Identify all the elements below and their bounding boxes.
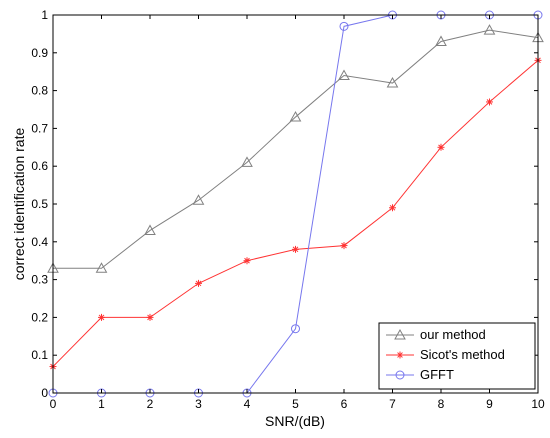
y-tick-label: 0.7 <box>31 121 48 135</box>
y-tick-label: 0.3 <box>31 273 48 287</box>
y-axis-label: correct identification rate <box>11 128 27 281</box>
legend-entry: GFFT <box>386 367 454 382</box>
data-point <box>291 324 300 334</box>
legend-box <box>378 322 536 390</box>
x-tick-label: 9 <box>486 397 493 411</box>
data-point <box>146 313 154 321</box>
y-tick-label: 0.1 <box>31 348 48 362</box>
data-point <box>241 156 253 167</box>
data-point <box>292 245 299 253</box>
legend-marker <box>394 328 406 340</box>
legend-label: GFFT <box>420 367 454 382</box>
x-tick-label: 0 <box>50 397 57 411</box>
legend-entry: Sicot's method <box>386 347 505 362</box>
series-1 <box>49 56 542 371</box>
data-point <box>98 313 105 321</box>
tick-labels: 0 1 2 3 4 5 6 7 8 9 10 0 0.1 0.2 0.3 0.4 0.5 0.6 0.7 0.8 0.9… <box>31 8 545 411</box>
x-tick-label: 8 <box>438 397 445 411</box>
y-tick-label: 0.5 <box>31 197 48 211</box>
data-point <box>389 204 396 212</box>
data-point <box>95 262 108 273</box>
legend: our method Sicot's method GFFT <box>378 322 536 390</box>
data-point <box>339 21 349 31</box>
x-tick-label: 4 <box>244 397 251 411</box>
legend-marker <box>396 351 404 359</box>
x-tick-label: 3 <box>195 397 202 411</box>
data-point <box>289 111 302 122</box>
legend-entry: our method <box>386 327 486 342</box>
data-point <box>340 242 348 250</box>
x-tick-label: 5 <box>292 397 299 411</box>
y-tick-label: 0.4 <box>31 235 48 249</box>
data-point <box>483 24 496 35</box>
data-point <box>435 35 447 46</box>
y-tick-label: 0 <box>41 386 48 400</box>
axis-ticks <box>52 14 539 394</box>
data-point <box>437 143 445 151</box>
legend-label: our method <box>420 327 486 342</box>
data-point <box>144 224 156 235</box>
data-point <box>195 279 202 287</box>
y-tick-label: 0.9 <box>31 46 48 60</box>
x-tick-label: 1 <box>98 397 105 411</box>
data-point <box>386 77 399 88</box>
y-tick-label: 0.6 <box>31 159 48 173</box>
series-0 <box>47 24 544 273</box>
x-axis-label: SNR/(dB) <box>265 413 325 429</box>
data-point <box>486 98 493 106</box>
series-line <box>53 29 539 269</box>
x-tick-label: 7 <box>389 397 396 411</box>
data-point <box>192 194 205 205</box>
data-point <box>243 257 251 265</box>
data-point <box>338 69 350 80</box>
y-tick-label: 0.8 <box>31 84 48 98</box>
y-tick-label: 0.2 <box>31 310 48 324</box>
x-tick-label: 10 <box>531 397 545 411</box>
x-tick-label: 2 <box>147 397 154 411</box>
legend-label: Sicot's method <box>420 347 505 362</box>
x-tick-label: 6 <box>341 397 348 411</box>
y-tick-label: 1 <box>41 8 48 22</box>
legend-marker <box>395 370 405 380</box>
